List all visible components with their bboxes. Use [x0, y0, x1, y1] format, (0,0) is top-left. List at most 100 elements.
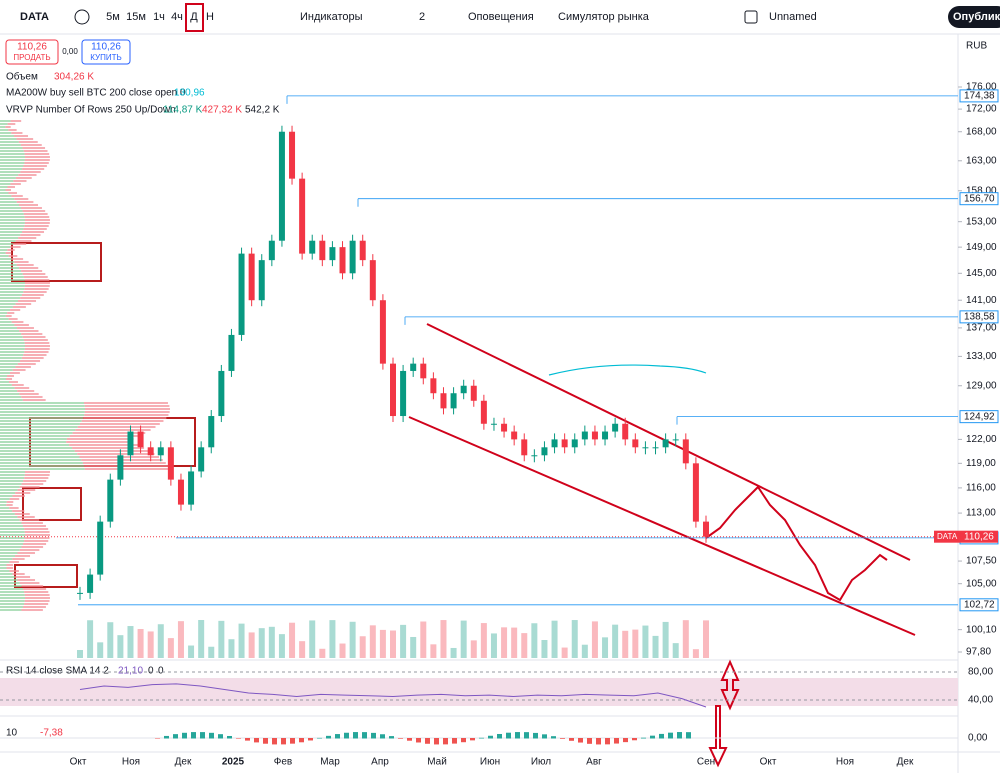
add-symbol[interactable] [74, 9, 90, 25]
volume-bar [541, 640, 548, 658]
x-tick-label: Фев [274, 757, 292, 768]
candle [117, 455, 124, 480]
profile-row [0, 552, 18, 554]
interval[interactable]: Д [190, 11, 198, 23]
candle [359, 240, 366, 261]
macd-hist [380, 734, 385, 739]
buy-button[interactable] [81, 39, 131, 65]
profile-row [11, 195, 23, 197]
candle [561, 439, 568, 448]
profile-row [0, 351, 25, 353]
currency[interactable]: RUB [966, 41, 987, 52]
rsi-title: RSI 14 close SMA 14 2 [6, 666, 109, 677]
profile-row [0, 606, 23, 608]
indicators[interactable]: Индикаторы [300, 11, 363, 23]
candle [208, 416, 215, 448]
volume-bar [642, 625, 649, 658]
profile-row [21, 585, 44, 587]
interval[interactable]: 5м [106, 11, 120, 23]
profile-row [72, 447, 145, 449]
layout-name[interactable]: Unnamed [769, 11, 817, 23]
candle [672, 439, 679, 441]
profile-row [74, 450, 150, 452]
sell-price[interactable]: 110,26 [17, 42, 47, 53]
rsi-v3: 0 [158, 666, 164, 677]
profile-row [0, 168, 23, 170]
profile-row [23, 339, 48, 341]
last-symbol: DATA [937, 532, 958, 541]
macd-hist [335, 734, 340, 739]
profile-row [24, 342, 50, 344]
macd-hist [416, 738, 421, 743]
volume-bar [299, 641, 306, 658]
interval-selected[interactable] [185, 3, 204, 32]
buy-label[interactable]: КУПИТЬ [90, 53, 121, 62]
profile-row [6, 504, 13, 506]
publish-button[interactable] [948, 6, 1000, 28]
profile-row [24, 603, 49, 605]
interval[interactable]: 4ч [171, 11, 183, 23]
rsi-band [0, 678, 958, 706]
sell-button[interactable] [5, 39, 59, 65]
y-tick-label: 100,10 [966, 624, 997, 635]
profile-row [0, 330, 20, 332]
interval[interactable]: 15м [126, 11, 146, 23]
candle [390, 363, 396, 417]
profile-row [0, 324, 15, 326]
symbol[interactable]: DATA [20, 11, 49, 23]
volume-bar [198, 620, 205, 658]
alerts[interactable]: Оповещения [468, 11, 534, 23]
volume-bar [440, 620, 447, 658]
profile-row [0, 456, 80, 458]
buy-price[interactable]: 110,26 [91, 42, 121, 53]
profile-row [0, 153, 25, 155]
profile-row [15, 576, 31, 578]
profile-row [0, 354, 24, 356]
profile-row [0, 162, 25, 164]
profile-row [24, 153, 50, 155]
candle [501, 423, 508, 432]
replay[interactable]: Симулятор рынка [558, 11, 650, 23]
profile-row [0, 216, 25, 218]
sell-label[interactable]: ПРОДАТЬ [13, 53, 50, 62]
profile-row [19, 486, 40, 488]
candle [581, 431, 588, 440]
profile-row [5, 189, 12, 191]
candle [127, 431, 134, 456]
profile-row [5, 252, 12, 254]
publish[interactable]: Опублико [953, 11, 1000, 23]
profile-row [0, 459, 82, 461]
profile-row [66, 438, 134, 440]
candle [319, 240, 326, 261]
profile-row [0, 249, 8, 251]
profile-row [9, 507, 19, 509]
profile-row [7, 123, 16, 125]
y-tick-label: 141,00 [966, 295, 997, 306]
interval[interactable]: 1ч [153, 11, 165, 23]
profile-row [24, 225, 49, 227]
profile-row [0, 147, 23, 149]
candle [87, 574, 94, 593]
macd-hist [182, 732, 187, 739]
layouts-count[interactable]: 2 [419, 11, 425, 23]
profile-row [17, 390, 35, 392]
profile-row [9, 561, 19, 563]
x-tick-label: Июн [480, 757, 500, 768]
profile-row [18, 141, 38, 143]
x-tick-label: Июл [531, 757, 551, 768]
volume-bar [228, 639, 235, 658]
volume-bar [602, 637, 609, 658]
candle [198, 447, 205, 472]
macd-title: 10 [6, 728, 18, 739]
profile-row [23, 228, 47, 230]
y-tick-label: 172,00 [966, 104, 997, 115]
profile-row [24, 594, 50, 596]
macd-hist [614, 738, 619, 744]
checkbox[interactable] [744, 10, 758, 24]
profile-row [75, 429, 151, 431]
profile-row [0, 480, 24, 482]
macd-hist [497, 733, 502, 739]
macd-hist [596, 738, 601, 745]
interval[interactable]: Н [206, 11, 214, 23]
macd-hist [434, 738, 439, 745]
